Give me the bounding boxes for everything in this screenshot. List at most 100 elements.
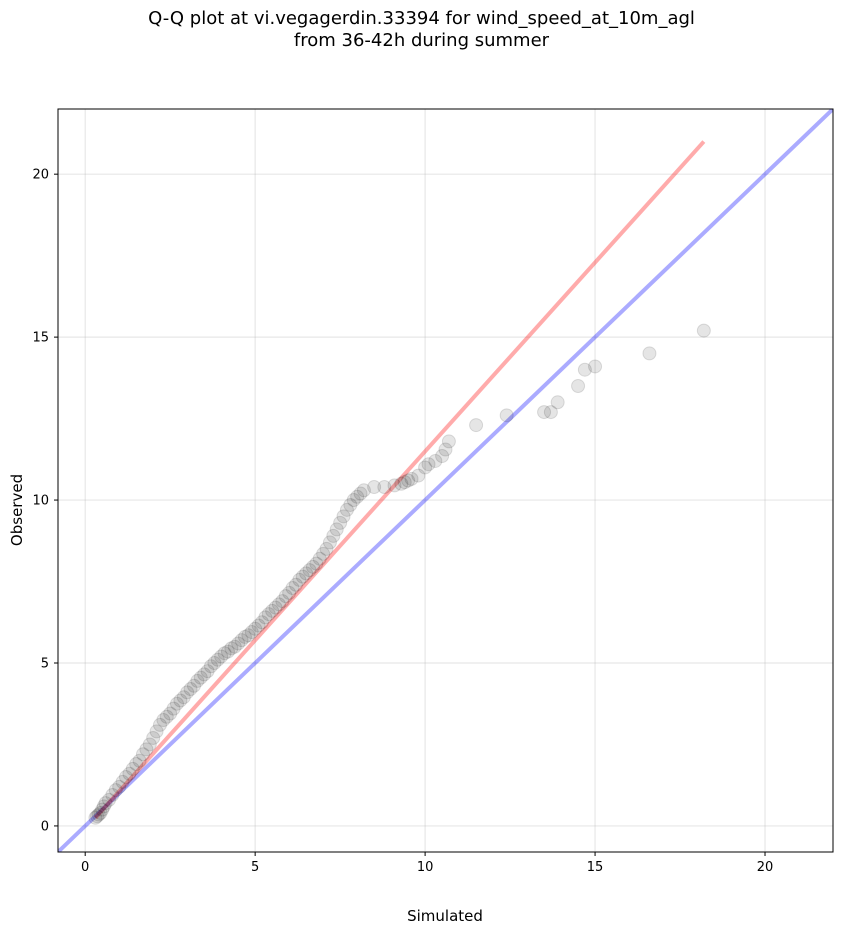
x-tick-label: 10 [417,860,434,875]
data-point [231,636,246,651]
data-point [254,615,269,630]
data-point [333,515,348,530]
y-axis-label: Observed [8,474,26,546]
data-point [91,807,106,822]
data-point [98,796,113,811]
data-point [258,610,273,625]
data-point [173,693,188,708]
data-point [271,597,286,612]
data-point [329,522,344,537]
reference-lines [58,109,833,852]
data-point [197,667,212,682]
data-point [88,810,103,825]
data-point [108,783,123,798]
data-point [105,787,120,802]
data-point [285,581,300,596]
data-point [152,717,167,732]
data-point [577,362,592,377]
x-tick-label: 20 [757,860,774,875]
data-point [180,685,195,700]
data-point [275,594,290,609]
data-point [367,480,382,495]
data-point [265,603,280,618]
data-point [214,649,229,664]
data-point [302,563,317,578]
data-point [146,730,161,745]
data-point [186,678,201,693]
data-point [696,323,711,338]
data-point [118,770,133,785]
data-point [237,629,252,644]
data-point [418,460,433,475]
data-point [125,761,140,776]
data-point [244,625,259,640]
data-point [176,690,191,705]
data-point [387,478,402,493]
x-tick-label: 15 [587,860,604,875]
data-point [377,480,392,495]
data-point [210,652,225,667]
data-point [115,774,130,789]
data-point [203,659,218,674]
data-point [149,724,164,739]
data-point [207,655,222,670]
data-point [96,799,111,814]
data-point [441,434,456,449]
data-point [642,346,657,361]
identity-line [58,109,833,852]
data-point [356,483,371,498]
plot-frame [57,108,834,853]
data-point [421,457,436,472]
data-point [350,489,365,504]
data-point [322,535,337,550]
data-point [319,541,334,556]
x-tick-label: 0 [81,860,89,875]
data-point [200,664,215,679]
data-point [339,502,354,517]
chart-subtitle: from 36-42h during summer [293,30,550,51]
data-point [397,475,412,490]
data-point [588,359,603,374]
data-point [499,408,514,423]
data-point [537,405,552,420]
data-point [135,747,150,762]
fit-line [93,140,706,820]
data-point [190,673,205,688]
data-point [251,618,266,633]
x-axis-ticks: 0 5 10 15 20 [81,852,773,875]
data-point [220,644,235,659]
y-axis-ticks: 0 5 10 15 20 [32,168,58,834]
data-point [312,551,327,566]
data-point [139,742,154,757]
data-point [90,809,105,824]
data-point [95,802,110,817]
data-point [101,792,116,807]
data-point [166,701,181,716]
data-point [292,572,307,587]
data-point [159,709,174,724]
data-point [411,468,426,483]
data-point [309,556,324,571]
data-point [435,449,450,464]
data-point [261,607,276,622]
data-point [163,706,178,721]
data-point [217,646,232,661]
data-points [88,323,711,825]
data-point [268,600,283,615]
data-point [278,589,293,604]
y-tick-label: 15 [32,331,49,346]
data-point [129,757,144,772]
data-point [295,569,310,584]
data-point [282,585,297,600]
data-point [571,378,586,393]
data-point [142,737,157,752]
data-point [93,805,108,820]
data-point [353,486,368,501]
data-point [316,546,331,561]
chart-title: Q-Q plot at vi.vegagerdin.33394 for wind… [148,8,695,29]
data-point [299,566,314,581]
data-point [183,682,198,697]
data-point [288,577,303,592]
data-point [343,497,358,512]
